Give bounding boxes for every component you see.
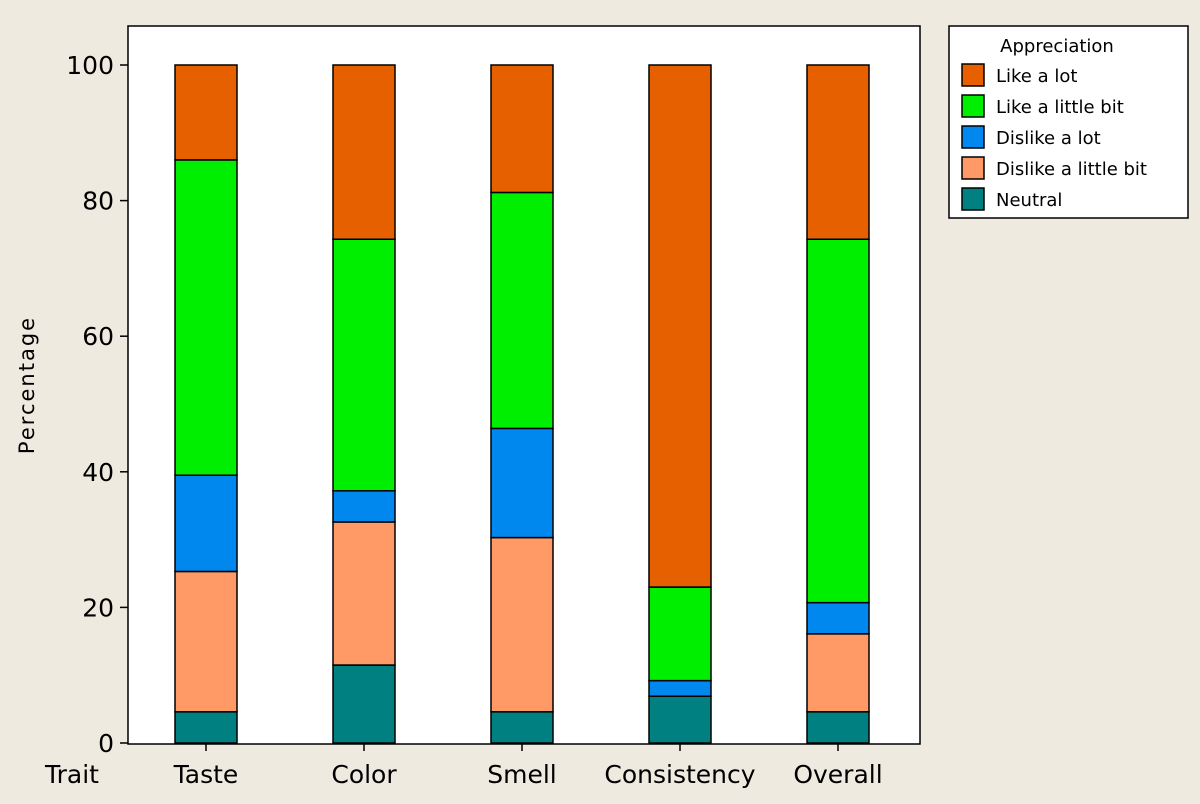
x-axis: Taste Color Smell Consistency Overall	[173, 744, 883, 789]
legend-label: Dislike a little bit	[996, 159, 1147, 180]
legend-swatch	[961, 156, 985, 180]
bar-segment	[174, 474, 238, 573]
x-tick-label: Overall	[793, 760, 882, 789]
y-axis-label: Percentage	[15, 316, 39, 454]
bar-segment	[806, 711, 870, 744]
bar-segment	[174, 570, 238, 713]
y-tick-label: 60	[82, 322, 114, 351]
bar-segment	[648, 586, 712, 682]
bar-segment	[648, 695, 712, 744]
legend-label: Neutral	[996, 190, 1062, 211]
bar-segment	[174, 64, 238, 161]
bar-segment	[332, 64, 396, 240]
bar-segment	[648, 64, 712, 588]
legend-swatch	[961, 94, 985, 118]
legend-title: Appreciation	[1000, 36, 1114, 57]
bar-segment	[332, 238, 396, 492]
x-tick-label: Consistency	[604, 760, 755, 789]
bar-segment	[174, 159, 238, 476]
bar-segment	[648, 679, 712, 697]
legend-label: Like a little bit	[996, 97, 1124, 118]
bar-segment	[490, 536, 554, 713]
bar-segment	[806, 64, 870, 240]
legend-label: Like a lot	[996, 66, 1077, 87]
y-tick-label: 80	[82, 187, 114, 216]
bar-segment	[806, 601, 870, 635]
bar-segment	[490, 711, 554, 744]
x-axis-prefix: Trait	[44, 760, 99, 789]
legend: Appreciation Like a lot Like a little bit…	[948, 25, 1189, 219]
legend-box	[948, 25, 1189, 219]
y-tick-label: 20	[82, 593, 114, 622]
x-tick-label: Color	[331, 760, 397, 789]
bar-segment	[806, 633, 870, 713]
bar-segment	[332, 664, 396, 744]
bar-segment	[806, 238, 870, 604]
x-tick-label: Taste	[173, 760, 239, 789]
bar-segment	[174, 711, 238, 744]
bar-segment	[490, 427, 554, 539]
legend-swatch	[961, 63, 985, 87]
legend-swatch	[961, 125, 985, 149]
y-tick-label: 40	[82, 458, 114, 487]
bars-layer	[174, 64, 870, 744]
y-tick-label: 0	[98, 729, 114, 758]
bar-segment	[332, 490, 396, 523]
legend-label: Dislike a lot	[996, 128, 1101, 149]
bar-segment	[332, 521, 396, 666]
legend-swatch	[961, 187, 985, 211]
bar-segment	[490, 64, 554, 194]
bar-segment	[490, 191, 554, 430]
y-axis: 0 20 40 60 80 100	[66, 51, 128, 758]
x-tick-label: Smell	[487, 760, 557, 789]
legend-items: Like a lot Like a little bit Dislike a lot…	[961, 63, 1147, 211]
y-tick-label: 100	[66, 51, 114, 80]
